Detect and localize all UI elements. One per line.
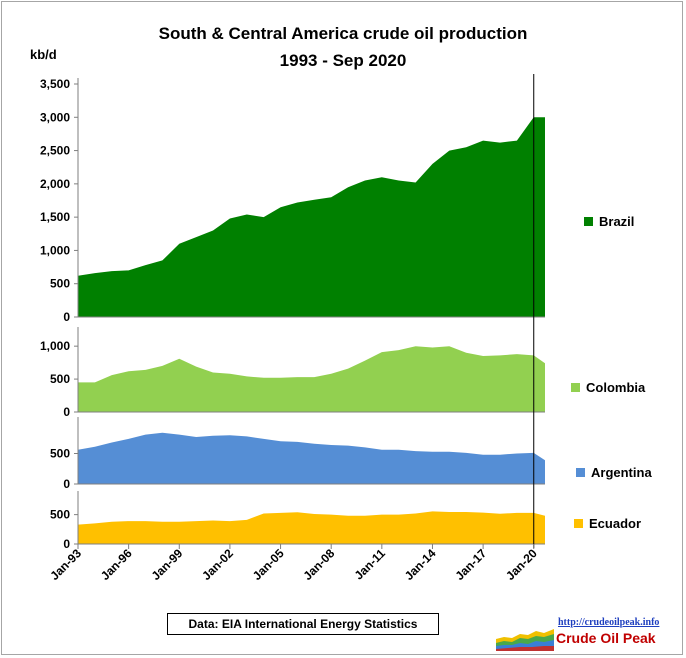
area-ecuador — [78, 511, 545, 544]
y-tick-label-brazil: 2,000 — [40, 177, 70, 191]
logo-stacked-area-icon — [496, 629, 554, 651]
y-tick-label-brazil: 0 — [63, 310, 70, 324]
y-tick-label-colombia: 500 — [50, 372, 70, 386]
x-tick-label: Jan-14 — [402, 546, 439, 583]
legend-label-argentina: Argentina — [591, 465, 652, 480]
x-tick-label: Jan-93 — [47, 546, 84, 583]
legend-item-ecuador: Ecuador — [574, 516, 641, 531]
crude-oil-peak-logo[interactable]: http://crudeoilpeak.info Crude Oil Peak — [496, 617, 674, 653]
x-tick-label: Jan-08 — [301, 546, 338, 583]
legend-label-colombia: Colombia — [586, 380, 646, 395]
y-tick-label-argentina: 0 — [63, 477, 70, 491]
x-tick-label: Jan-20 — [503, 546, 540, 583]
logo-url-link[interactable]: http://crudeoilpeak.info — [558, 617, 660, 628]
x-tick-label: Jan-11 — [352, 546, 389, 583]
data-source-note: Data: EIA International Energy Statistic… — [167, 613, 439, 635]
y-tick-label-brazil: 3,000 — [40, 110, 70, 124]
y-tick-label-brazil: 1,500 — [40, 210, 70, 224]
x-tick-label: Jan-99 — [149, 546, 186, 583]
y-tick-label-argentina: 500 — [50, 447, 70, 461]
y-tick-label-brazil: 2,500 — [40, 144, 70, 158]
area-brazil — [78, 117, 545, 317]
legend-item-brazil: Brazil — [584, 214, 634, 229]
y-tick-label-ecuador: 500 — [50, 508, 70, 522]
legend-item-argentina: Argentina — [576, 465, 652, 480]
y-tick-label-ecuador: 0 — [63, 537, 70, 551]
x-tick-label: Jan-05 — [250, 546, 287, 583]
legend-item-colombia: Colombia — [571, 380, 645, 395]
y-axis-unit: kb/d — [30, 47, 57, 62]
legend-swatch-brazil — [584, 217, 593, 226]
y-tick-label-colombia: 1,000 — [40, 339, 70, 353]
y-tick-label-brazil: 3,500 — [40, 77, 70, 91]
legend-swatch-ecuador — [574, 519, 583, 528]
x-tick-label: Jan-02 — [199, 546, 236, 583]
logo-text: Crude Oil Peak — [556, 630, 656, 646]
y-tick-label-brazil: 500 — [50, 277, 70, 291]
area-colombia — [78, 346, 545, 412]
x-tick-label: Jan-17 — [452, 546, 489, 583]
chart-title: South & Central America crude oil produc… — [158, 24, 528, 43]
legend-swatch-argentina — [576, 468, 585, 477]
area-argentina — [78, 432, 545, 484]
x-tick-label: Jan-96 — [98, 546, 135, 583]
legend-label-brazil: Brazil — [599, 214, 635, 229]
legend-swatch-colombia — [571, 383, 580, 392]
y-tick-label-brazil: 1,000 — [40, 243, 70, 257]
legend-label-ecuador: Ecuador — [589, 516, 642, 531]
y-tick-label-colombia: 0 — [63, 405, 70, 419]
chart-subtitle: 1993 - Sep 2020 — [279, 51, 407, 70]
